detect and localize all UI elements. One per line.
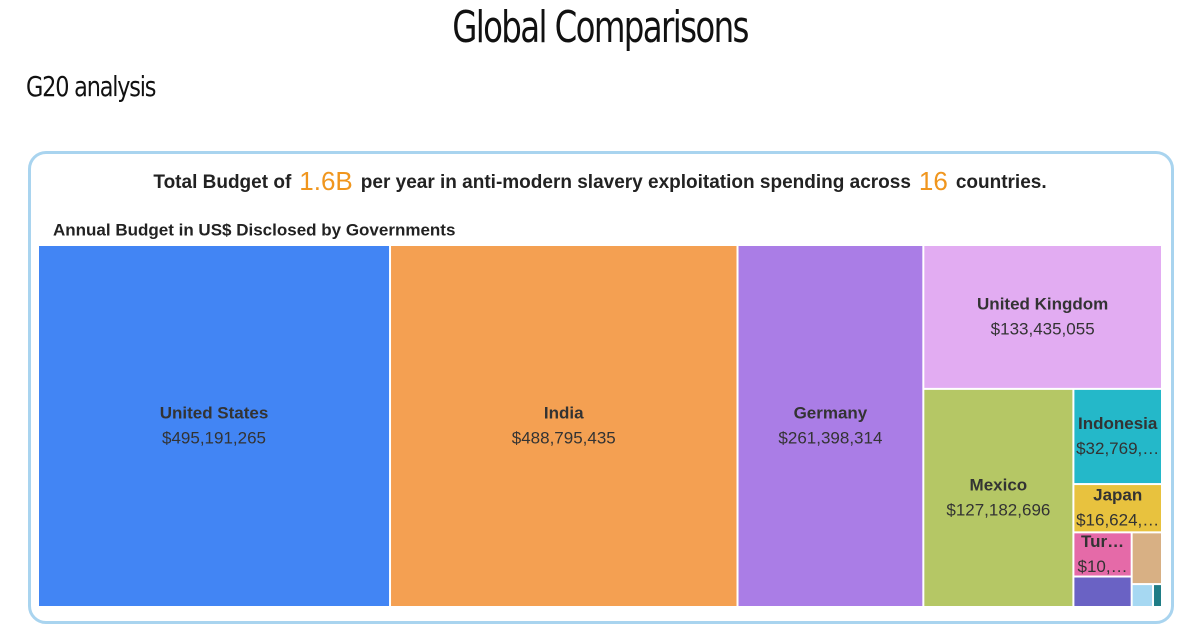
- treemap-tile: [924, 246, 1161, 388]
- tile-value: $488,795,435: [512, 428, 616, 447]
- card: [28, 151, 1174, 624]
- page-subtitle: G20 analysis: [26, 70, 156, 103]
- tile-name: Tur…: [1081, 532, 1124, 551]
- summary-text: per year in anti-modern slavery exploita…: [360, 172, 911, 193]
- tile-labels: India $488,795,435: [512, 403, 616, 447]
- tile-name: United States: [160, 403, 269, 422]
- tile-labels: Indonesia $32,769,…: [1076, 414, 1159, 458]
- treemap-tile: [1074, 485, 1161, 532]
- treemap-tile: [738, 246, 923, 606]
- tile-value: $10,…: [1077, 557, 1127, 576]
- tile-labels: United States $495,191,265: [160, 403, 269, 447]
- treemap-tile: [1154, 585, 1161, 606]
- page-title: Global Comparisons: [452, 2, 749, 53]
- tile-name: Germany: [794, 403, 868, 422]
- tile-name: India: [544, 403, 584, 422]
- treemap-tile: [1132, 533, 1161, 584]
- tile-labels: Tur… $10,…: [1077, 532, 1127, 576]
- tile-labels: Mexico $127,182,696: [946, 475, 1050, 519]
- tile-value: $133,435,055: [991, 319, 1095, 338]
- chart-title: Annual Budget in US$ Disclosed by Govern…: [53, 220, 455, 239]
- tile-labels: United Kingdom $133,435,055: [977, 294, 1108, 338]
- tile-value: $32,769,…: [1076, 439, 1159, 458]
- summary-count: 16: [918, 166, 948, 196]
- treemap-tile: [391, 246, 737, 606]
- tile-name: Indonesia: [1078, 414, 1158, 433]
- tile-name: United Kingdom: [977, 294, 1108, 313]
- tile-value: $261,398,314: [778, 428, 882, 447]
- treemap-tile: [39, 246, 390, 606]
- treemap-tile: [1132, 585, 1153, 606]
- treemap-tile: [924, 389, 1073, 606]
- tile-value: $127,182,696: [946, 500, 1050, 519]
- tile-name: Japan: [1093, 486, 1142, 505]
- summary-text: Total Budget of: [153, 172, 292, 193]
- summary: Total Budget of 1.6B per year in anti-mode…: [0, 166, 1200, 197]
- tile-name: Mexico: [970, 475, 1028, 494]
- summary-total: 1.6B: [299, 166, 353, 196]
- tile-value: $16,624,…: [1076, 511, 1159, 530]
- treemap-tile: [1074, 533, 1131, 576]
- tile-labels: Germany $261,398,314: [778, 403, 882, 447]
- tile-value: $495,191,265: [162, 428, 266, 447]
- treemap-tile: [1074, 389, 1161, 484]
- tile-labels: Japan $16,624,…: [1076, 486, 1159, 530]
- summary-text: countries.: [955, 172, 1047, 193]
- treemap-tile: [1074, 577, 1131, 606]
